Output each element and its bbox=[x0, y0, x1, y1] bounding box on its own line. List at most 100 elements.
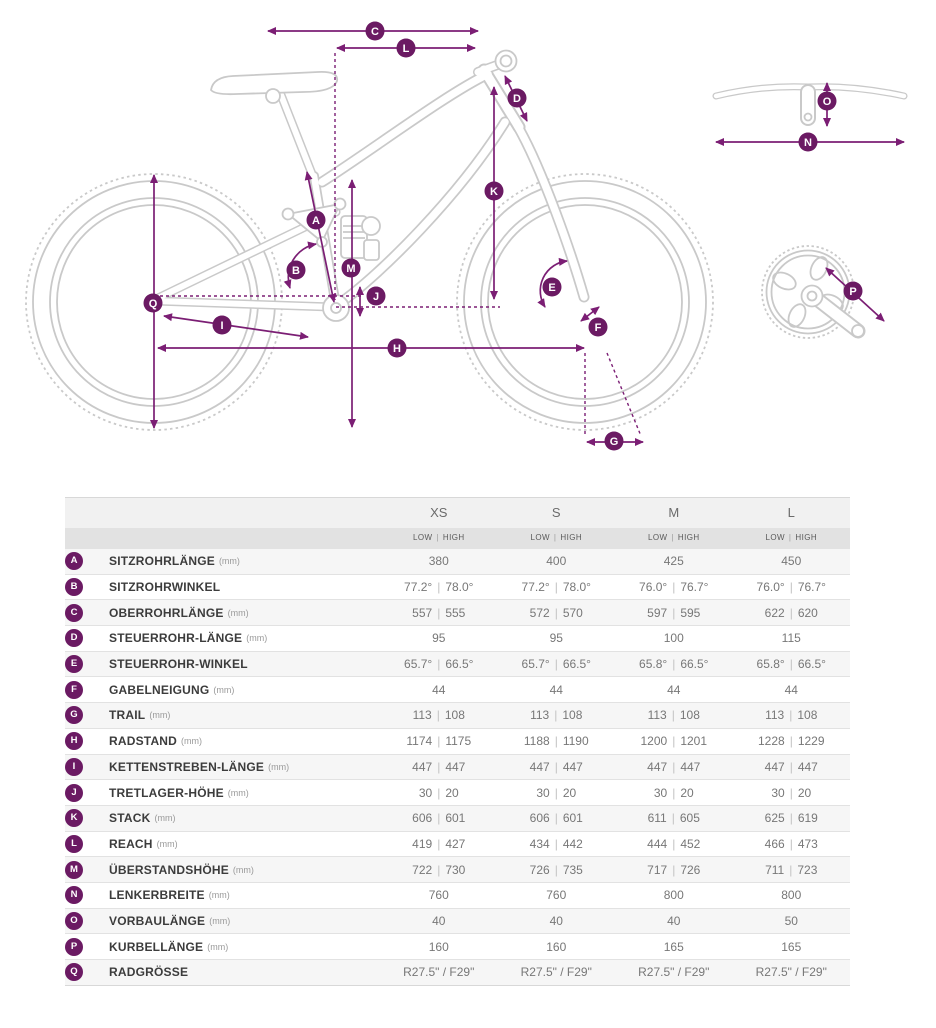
value-cell: 447 | 447 bbox=[529, 759, 583, 774]
lowhigh-header-L: LOW | HIGH bbox=[765, 533, 818, 543]
svg-text:O: O bbox=[823, 96, 832, 108]
row-label-cell: F GABELNEIGUNG (mm) bbox=[65, 677, 380, 703]
diagram-label-P: P bbox=[843, 281, 863, 301]
diagram-label-D: D bbox=[507, 88, 527, 108]
value-cell: 76.0° | 76.7° bbox=[756, 580, 826, 595]
size-column-header-S: S bbox=[551, 505, 561, 521]
table-row-K: K STACK (mm) 606 | 601 606 | 601 611 | 605 625 | 619 bbox=[65, 805, 850, 832]
row-label-cell: H RADSTAND (mm) bbox=[65, 728, 380, 754]
row-label: REACH bbox=[109, 836, 153, 851]
diagram-label-Q: Q bbox=[143, 293, 163, 313]
diagram-label-O: O bbox=[817, 91, 837, 111]
row-label: TRAIL bbox=[109, 708, 146, 723]
value-cell: R27.5" / F29" bbox=[520, 965, 592, 980]
value-cell: 160 bbox=[428, 939, 449, 954]
table-row-L: L REACH (mm) 419 | 427 434 | 442 444 | 452 466 | 473 bbox=[65, 831, 850, 857]
svg-text:D: D bbox=[513, 93, 521, 105]
value-cell: 77.2° | 78.0° bbox=[521, 580, 591, 595]
diagram-label-B: B bbox=[286, 260, 306, 280]
value-cell: 165 bbox=[663, 939, 684, 954]
arrow-I-chainstay bbox=[163, 313, 309, 340]
value-cell: 44 bbox=[784, 682, 798, 697]
value-cell: R27.5" / F29" bbox=[403, 965, 475, 980]
table-row-M: M ÜBERSTANDSHÖHE (mm) 722 | 730 726 | 735 717 | 726… bbox=[65, 856, 850, 883]
lowhigh-header-S: LOW | HIGH bbox=[530, 533, 583, 543]
row-label-cell: D STEUERROHR-LÄNGE (mm) bbox=[65, 626, 380, 652]
value-cell: 717 | 726 bbox=[647, 862, 701, 877]
svg-text:I: I bbox=[220, 320, 223, 332]
row-label-cell: N LENKERBREITE (mm) bbox=[65, 882, 380, 908]
row-unit: (mm) bbox=[207, 941, 229, 952]
svg-text:K: K bbox=[490, 186, 498, 198]
bottom-bracket bbox=[322, 294, 350, 322]
value-cell: 40 bbox=[549, 913, 563, 928]
row-label-cell: M ÜBERSTANDSHÖHE (mm) bbox=[65, 857, 380, 883]
svg-text:B: B bbox=[292, 265, 300, 277]
row-label-cell: L REACH (mm) bbox=[65, 831, 380, 857]
row-letter-badge: C bbox=[65, 603, 83, 622]
diagram-label-K: K bbox=[484, 181, 504, 201]
geometry-table: XS S M L LOW | HIGH LOW | HIGH LOW | HIGH LOW | HIGH A… bbox=[65, 497, 850, 986]
table-row-G: G TRAIL (mm) 113 | 108 113 | 108 113 | 108 113 | 108 bbox=[65, 702, 850, 729]
row-label-cell: K STACK (mm) bbox=[65, 805, 380, 831]
table-row-B: B SITZROHRWINKEL 77.2° | 78.0° 77.2° | 78.0° 76.… bbox=[65, 574, 850, 600]
row-label: VORBAULÄNGE bbox=[109, 913, 206, 928]
value-cell: 40 bbox=[432, 913, 446, 928]
row-unit: (mm) bbox=[213, 684, 235, 695]
value-cell: 800 bbox=[781, 888, 802, 903]
table-row-F: F GABELNEIGUNG (mm) 44 44 44 44 bbox=[65, 676, 850, 703]
value-cell: R27.5" / F29" bbox=[755, 965, 827, 980]
value-cell: 800 bbox=[663, 888, 684, 903]
value-cell: 44 bbox=[549, 682, 563, 697]
size-column-header-M: M bbox=[668, 505, 680, 521]
size-header-row: XS S M L bbox=[65, 497, 850, 528]
row-unit: (mm) bbox=[268, 761, 290, 772]
row-label-cell: A SITZROHRLÄNGE (mm) bbox=[65, 549, 380, 575]
lowhigh-header-row: LOW | HIGH LOW | HIGH LOW | HIGH LOW | HIGH bbox=[65, 527, 850, 549]
row-letter-badge: A bbox=[65, 552, 83, 571]
value-cell: 444 | 452 bbox=[647, 836, 701, 851]
value-cell: R27.5" / F29" bbox=[638, 965, 710, 980]
arrow-F-forkoffset bbox=[580, 306, 600, 322]
row-label: STEUERROHR-WINKEL bbox=[109, 657, 248, 672]
row-letter-badge: F bbox=[65, 680, 83, 699]
table-row-J: J TRETLAGER-HÖHE (mm) 30 | 20 30 | 20 30 | 20 30 | 20 bbox=[65, 779, 850, 806]
value-cell: 113 | 108 bbox=[530, 708, 583, 723]
row-letter-badge: G bbox=[65, 706, 83, 725]
geometry-diagram: A B C D E F G H I J K L M N O P Q bbox=[25, 21, 908, 451]
value-cell: 606 | 601 bbox=[412, 811, 466, 826]
row-unit: (mm) bbox=[218, 556, 240, 567]
diagram-label-G: G bbox=[604, 431, 624, 451]
value-cell: 30 | 20 bbox=[771, 785, 812, 800]
row-label-cell: Q RADGRÖSSE bbox=[65, 960, 380, 986]
value-cell: 100 bbox=[663, 631, 684, 646]
row-label-cell: I KETTENSTREBEN-LÄNGE (mm) bbox=[65, 754, 380, 780]
row-unit: (mm) bbox=[227, 787, 249, 798]
table-row-P: P KURBELLÄNGE (mm) 160 160 165 165 bbox=[65, 933, 850, 960]
value-cell: 625 | 619 bbox=[764, 811, 818, 826]
row-label: KURBELLÄNGE bbox=[109, 939, 204, 954]
svg-text:P: P bbox=[849, 286, 856, 298]
front-wheel bbox=[456, 173, 714, 431]
row-unit: (mm) bbox=[181, 736, 203, 747]
diagram-label-A: A bbox=[306, 210, 326, 230]
value-cell: 1188 | 1190 bbox=[523, 734, 589, 749]
value-cell: 447 | 447 bbox=[647, 759, 701, 774]
row-letter-badge: L bbox=[65, 834, 83, 853]
row-label: KETTENSTREBEN-LÄNGE bbox=[109, 759, 265, 774]
row-letter-badge: J bbox=[65, 783, 83, 802]
value-cell: 65.8° | 66.5° bbox=[639, 657, 709, 672]
value-cell: 466 | 473 bbox=[764, 836, 818, 851]
value-cell: 597 | 595 bbox=[647, 605, 701, 620]
row-letter-badge: O bbox=[65, 911, 83, 930]
value-cell: 40 bbox=[667, 913, 681, 928]
svg-text:Q: Q bbox=[149, 298, 158, 310]
value-cell: 425 bbox=[663, 554, 684, 569]
diagram-label-M: M bbox=[341, 258, 361, 278]
value-cell: 722 | 730 bbox=[412, 862, 466, 877]
diagram-label-H: H bbox=[387, 338, 407, 358]
table-row-N: N LENKERBREITE (mm) 760 760 800 800 bbox=[65, 882, 850, 909]
svg-text:H: H bbox=[393, 343, 401, 355]
value-cell: 1228 | 1229 bbox=[757, 734, 825, 749]
value-cell: 65.7° | 66.5° bbox=[404, 657, 474, 672]
